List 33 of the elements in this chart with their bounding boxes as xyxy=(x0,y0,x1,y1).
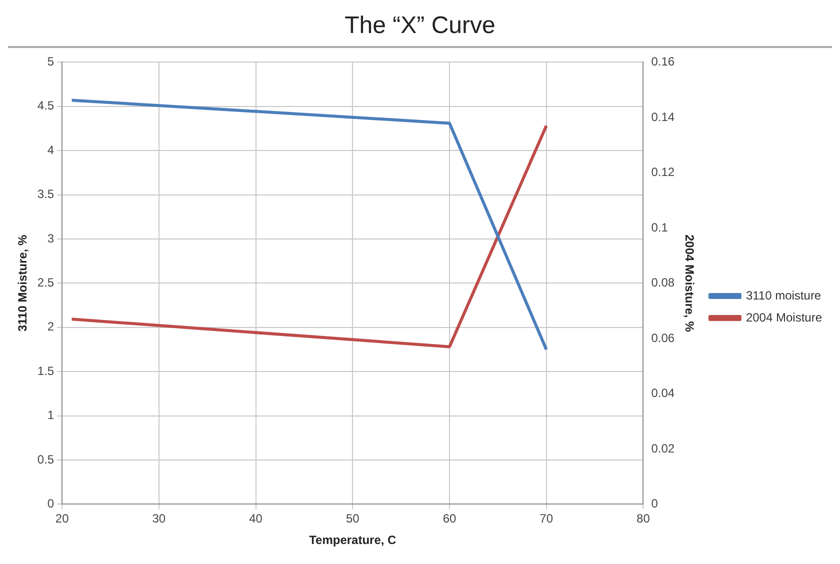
legend-label: 3110 moisture xyxy=(746,288,822,302)
x-tick-label: 60 xyxy=(442,512,456,526)
y2-tick-label: 0.14 xyxy=(651,110,675,124)
y-tick-label: 2 xyxy=(47,320,54,334)
legend-label: 2004 Moisture xyxy=(746,310,822,324)
y2-tick-label: 0 xyxy=(651,496,658,511)
y2-tick-label: 0.12 xyxy=(651,165,675,180)
y-tick-label: 0.5 xyxy=(37,452,54,466)
y2-tick-label: 0.16 xyxy=(651,54,675,69)
y-tick-label: 1 xyxy=(47,408,54,422)
x-tick-label: 40 xyxy=(249,512,263,526)
y-tick-label: 4 xyxy=(47,142,54,157)
y-axis-title: 3110 Moisture, % xyxy=(16,234,30,332)
x-tick-label: 70 xyxy=(540,512,554,526)
x-tick-label: 80 xyxy=(636,512,650,526)
y2-tick-label: 0.02 xyxy=(651,441,675,456)
y-tick-label: 1.5 xyxy=(37,364,54,378)
y2-tick-label: 0.06 xyxy=(651,330,675,345)
chart-title: The “X” Curve xyxy=(344,11,496,41)
x-tick-label: 50 xyxy=(346,512,360,526)
x-tick-label: 30 xyxy=(152,512,166,526)
y2-tick-label: 0.1 xyxy=(651,220,668,234)
y2-tick-label: 0.08 xyxy=(651,276,675,290)
y2-axis-title: 2004 Moisture, % xyxy=(682,234,696,332)
y-tick-label: 0 xyxy=(47,496,54,511)
x-tick-label: 20 xyxy=(55,512,70,526)
y-tick-label: 4.5 xyxy=(37,98,54,113)
x-axis-title: Temperature, C xyxy=(309,533,397,548)
y-tick-label: 3 xyxy=(47,231,54,246)
y-tick-label: 3.5 xyxy=(37,187,54,202)
y2-tick-label: 0.04 xyxy=(651,386,675,400)
y-tick-label: 5 xyxy=(47,54,54,69)
y-tick-label: 2.5 xyxy=(37,276,54,290)
